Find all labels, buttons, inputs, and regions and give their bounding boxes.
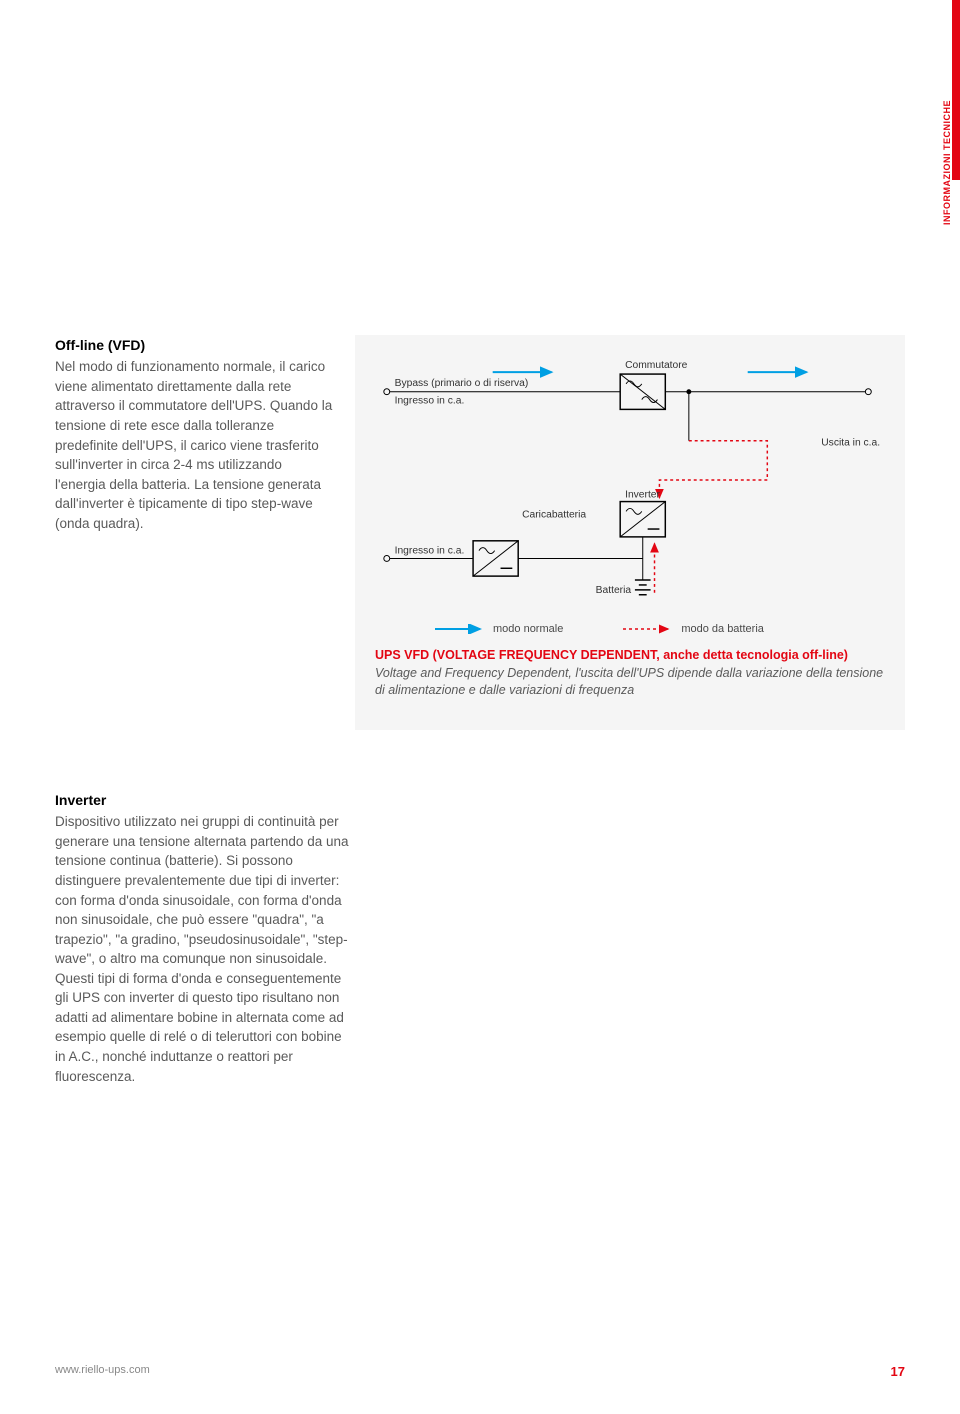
legend-battery: modo da batteria <box>623 623 764 635</box>
section-body: Nel modo di funzionamento normale, il ca… <box>55 357 335 533</box>
label-commutatore: Commutatore <box>625 360 688 371</box>
caption-body: Voltage and Frequency Dependent, l'uscit… <box>375 666 883 698</box>
ups-diagram: Bypass (primario o di riserva) Ingresso … <box>375 350 885 610</box>
section2-title: Inverter <box>55 790 355 810</box>
diagram-legend: modo normale modo da batteria <box>435 623 885 635</box>
diagram-panel: Bypass (primario o di riserva) Ingresso … <box>355 335 905 730</box>
footer-page-number: 17 <box>891 1364 905 1379</box>
section2-body: Dispositivo utilizzato nei gruppi di con… <box>55 812 355 1086</box>
top-row: Off-line (VFD) Nel modo di funzionamento… <box>55 335 905 730</box>
section-title: Off-line (VFD) <box>55 335 335 355</box>
legend-battery-label: modo da batteria <box>681 623 764 635</box>
page-content: Off-line (VFD) Nel modo di funzionamento… <box>55 335 905 1086</box>
label-bypass: Bypass (primario o di riserva) <box>395 378 529 389</box>
footer-url: www.riello-ups.com <box>55 1364 150 1379</box>
label-caricabatteria: Caricabatteria <box>522 509 586 520</box>
section-offline: Off-line (VFD) Nel modo di funzionamento… <box>55 335 335 730</box>
side-tab-label: INFORMAZIONI TECNICHE <box>942 100 952 225</box>
page-footer: www.riello-ups.com 17 <box>55 1364 905 1379</box>
section-inverter: Inverter Dispositivo utilizzato nei grup… <box>55 790 355 1086</box>
legend-normal-label: modo normale <box>493 623 563 635</box>
label-ingresso1: Ingresso in c.a. <box>395 396 465 407</box>
label-inverter: Inverter <box>625 490 660 501</box>
label-uscita: Uscita in c.a. <box>821 438 880 449</box>
accent-bar <box>952 0 960 180</box>
diagram-caption: UPS VFD (VOLTAGE FREQUENCY DEPENDENT, an… <box>375 647 885 700</box>
label-ingresso2: Ingresso in c.a. <box>395 546 465 557</box>
legend-normal: modo normale <box>435 623 563 635</box>
label-batteria: Batteria <box>596 585 632 596</box>
caption-title: UPS VFD (VOLTAGE FREQUENCY DEPENDENT, an… <box>375 648 848 662</box>
